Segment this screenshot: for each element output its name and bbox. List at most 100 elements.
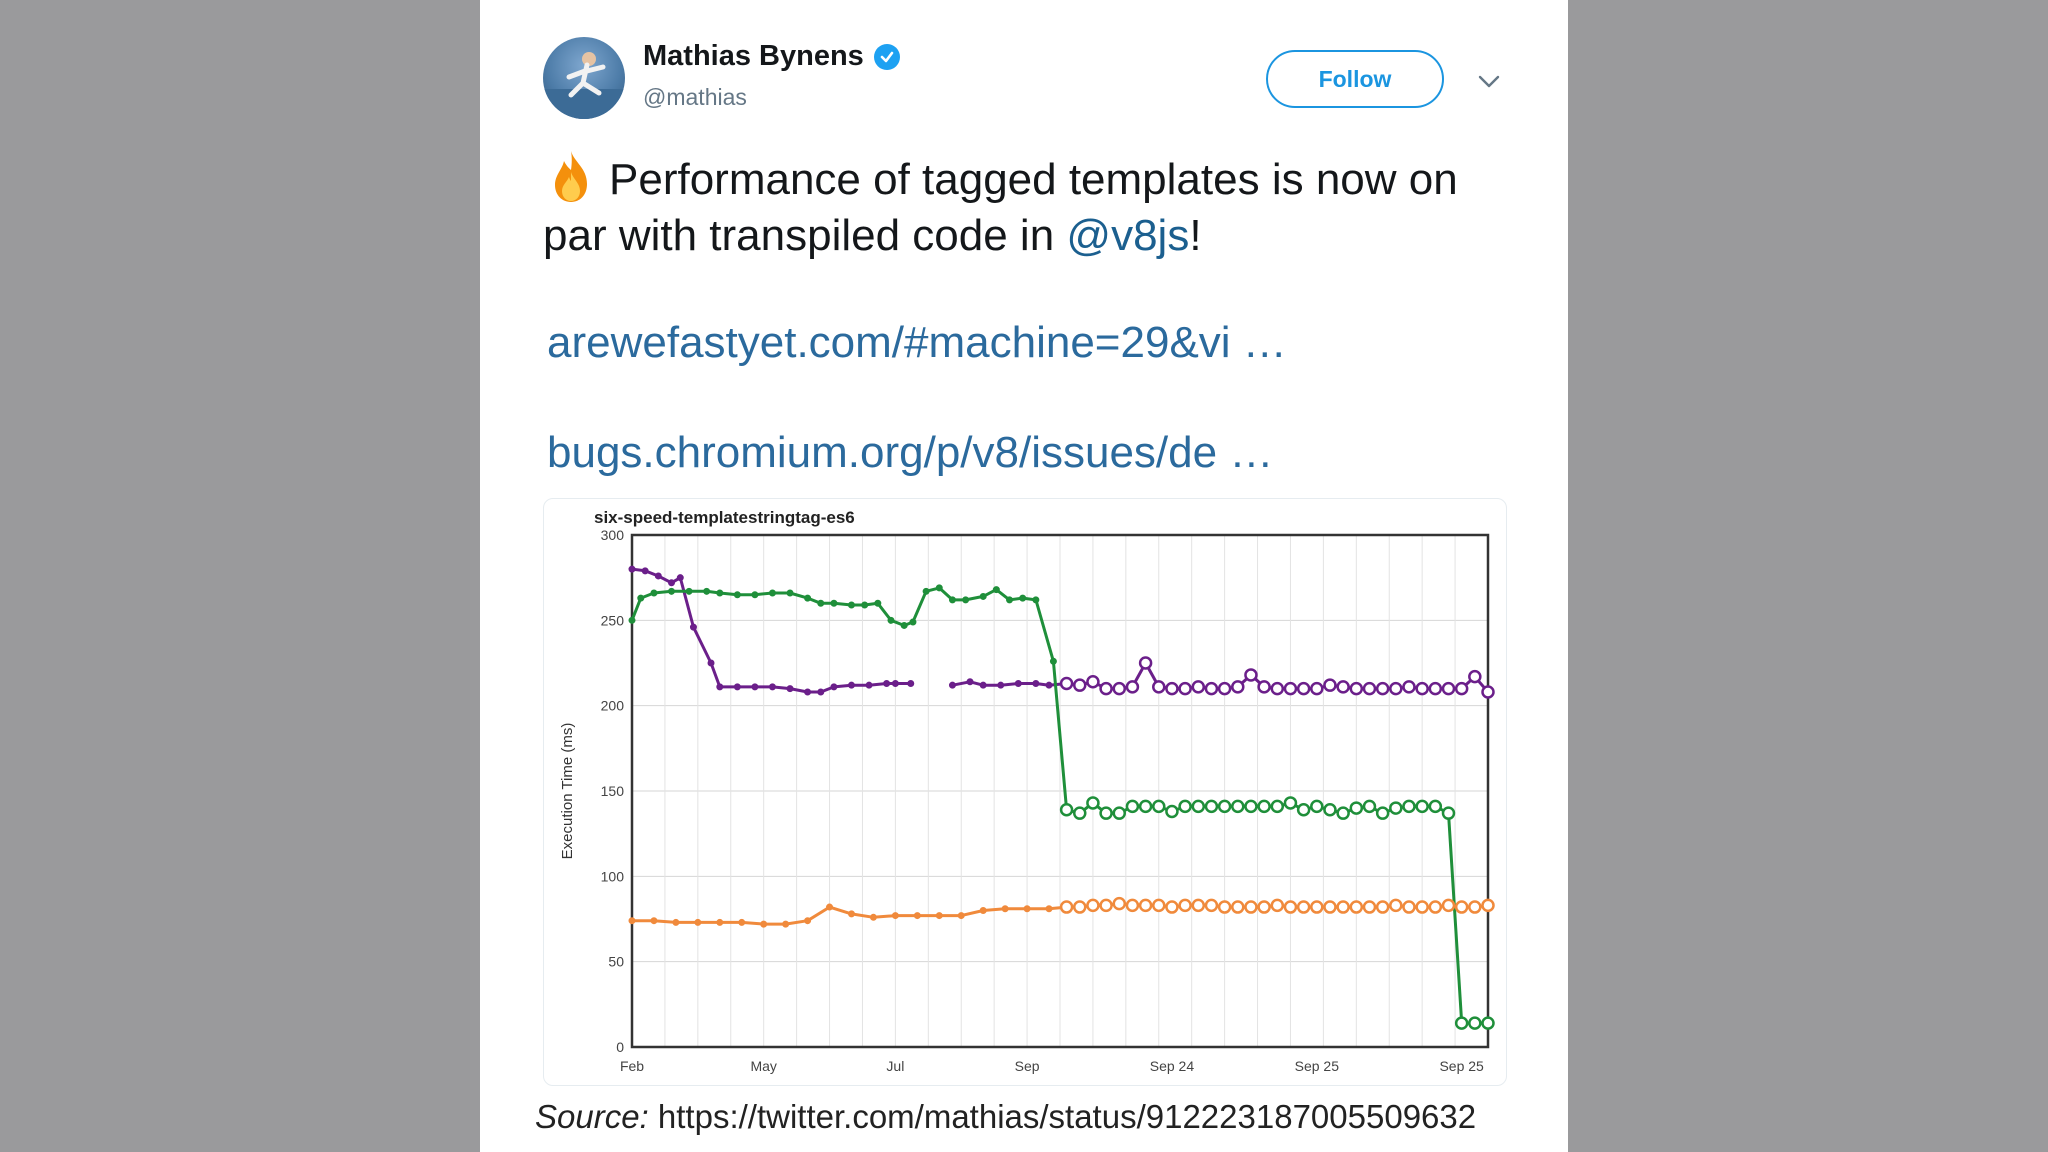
series-point (1349, 801, 1364, 815)
series-point (979, 681, 987, 689)
series-point (1454, 681, 1469, 696)
series-point (782, 920, 790, 928)
series-point (1323, 803, 1337, 817)
series-point (1375, 900, 1390, 914)
series-point (1296, 681, 1311, 696)
series-point (1389, 681, 1403, 696)
series-point (935, 584, 943, 592)
series-point (874, 599, 882, 607)
series-point (1178, 898, 1192, 913)
series-point (1362, 799, 1377, 814)
series-point (1257, 680, 1271, 694)
tweet-text: Performance of tagged templates is now o… (543, 148, 1523, 264)
series-point (1165, 900, 1179, 914)
avatar-person-icon (543, 52, 625, 119)
series-point (883, 679, 891, 687)
plot-frame (630, 533, 1490, 1049)
mention-link[interactable]: @v8js (1066, 211, 1190, 260)
chevron-down-icon[interactable] (1476, 68, 1502, 94)
display-name[interactable]: Mathias Bynens (643, 40, 900, 73)
y-tick-label: 300 (601, 527, 625, 543)
y-axis-label: Execution Time (ms) (559, 723, 576, 860)
series-point (830, 599, 838, 607)
series-point (1310, 900, 1324, 914)
series-point (1362, 681, 1377, 696)
series-point (992, 586, 1000, 594)
tweet-card: Mathias Bynens @mathias Follow Performan… (480, 0, 1568, 1152)
series-point (957, 912, 965, 920)
series-point (738, 918, 746, 926)
series-point (922, 587, 930, 595)
series-point (1099, 681, 1113, 696)
y-tick-label: 50 (608, 954, 624, 970)
series-point (1204, 799, 1219, 814)
series-point (707, 659, 715, 667)
avatar[interactable] (543, 37, 625, 119)
series-point (891, 679, 899, 687)
series-point (1336, 680, 1350, 694)
series-point (641, 567, 649, 575)
series-point (817, 599, 825, 607)
series-point (847, 601, 855, 609)
y-tick-label: 200 (601, 698, 625, 714)
series-point (1310, 681, 1324, 696)
series-point (1165, 681, 1179, 696)
series-point (1244, 799, 1258, 814)
series-point (1086, 898, 1100, 913)
series-point (935, 912, 943, 920)
series-point (1389, 898, 1403, 913)
chart-image[interactable]: 0 50 100 150 200 250 300 Feb May Jul Sep Sep 24 Sep … (543, 498, 1507, 1086)
source-url: https://twitter.com/mathias/status/91222… (657, 1098, 1477, 1135)
tweet-text-part2: ! (1189, 211, 1202, 260)
series-point (1014, 679, 1022, 687)
chart-title: six-speed-templatestringtag-es6 (594, 508, 855, 527)
user-handle[interactable]: @mathias (643, 84, 747, 110)
series-point (703, 587, 711, 595)
series-point (1468, 669, 1482, 684)
arewefastyet-link[interactable]: arewefastyet.com/#machine=29&vi … (547, 318, 1287, 367)
y-tick-label: 250 (601, 612, 625, 628)
series-point (1349, 900, 1364, 914)
series-point (948, 681, 956, 689)
series-point (1283, 900, 1298, 914)
series-point (637, 594, 645, 602)
series-point (966, 678, 974, 686)
series-point (1415, 799, 1429, 814)
series-point (1178, 681, 1192, 696)
series-point (760, 920, 768, 928)
x-tick-label: Sep 24 (1150, 1058, 1195, 1074)
series-point (979, 592, 987, 600)
series-point (1428, 900, 1443, 914)
series-point (1023, 905, 1031, 913)
series-point (1125, 680, 1140, 694)
series-point (1231, 900, 1245, 914)
chromium-bug-link[interactable]: bugs.chromium.org/p/v8/issues/de … (547, 428, 1274, 477)
follow-button[interactable]: Follow (1266, 50, 1444, 108)
series-point (1086, 675, 1100, 689)
source-caption: Source: https://twitter.com/mathias/stat… (535, 1098, 1476, 1136)
series-point (1283, 796, 1298, 810)
series-point (1402, 900, 1416, 914)
series-point (1032, 596, 1040, 604)
series-point (997, 681, 1005, 689)
series-point (672, 918, 680, 926)
series-point (804, 917, 812, 925)
series-point (1073, 678, 1087, 692)
x-tick-label: Sep (1015, 1058, 1040, 1074)
series-point (962, 596, 970, 604)
series-point (1191, 799, 1206, 814)
series-point (1244, 668, 1258, 682)
series-point (1402, 680, 1416, 694)
series-point (1032, 679, 1040, 687)
series-point (891, 912, 899, 920)
series-point (1059, 803, 1074, 817)
series-point (1468, 900, 1482, 914)
series-point (1296, 900, 1311, 914)
series-point (1112, 896, 1127, 911)
series-point (1099, 806, 1113, 820)
series-point (830, 683, 838, 691)
fire-emoji-icon (543, 148, 599, 204)
display-name-text[interactable]: Mathias Bynens (643, 40, 864, 72)
series-point (804, 594, 812, 602)
series-point (1138, 898, 1153, 913)
